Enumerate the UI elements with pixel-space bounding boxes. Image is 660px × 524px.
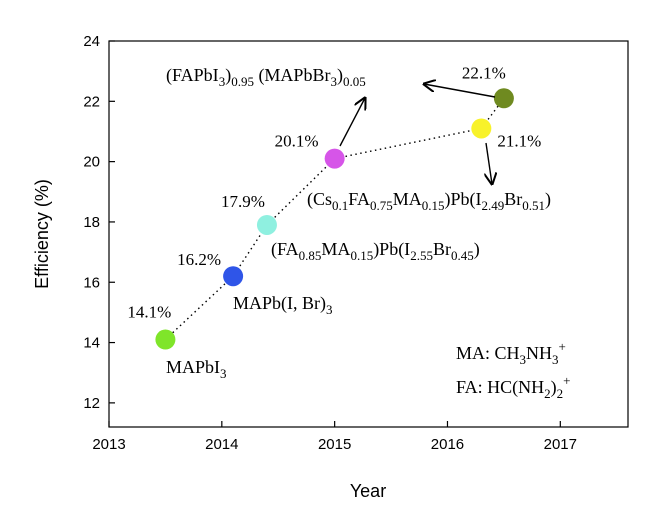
arrow-22-1-to-label [424,84,496,98]
note-ma: MA: CH3NH3+ [456,339,566,367]
note-fa: FA: HC(NH2)2+ [456,373,571,401]
y-tick-label: 16 [83,274,100,291]
data-point [223,266,244,287]
value-label: 22.1% [462,63,506,82]
data-point [155,329,176,350]
value-label: 20.1% [275,132,319,151]
axis-ticks: 2013 2014 2015 2016 2017 12 14 16 18 20 22 24 [83,33,577,453]
data-point [324,148,345,169]
value-label: 21.1% [497,131,541,150]
y-tick-label: 20 [83,154,100,171]
value-label: 16.2% [177,250,221,269]
value-labels: 14.1% 16.2% 17.9% 20.1% 21.1% 22.1% [127,63,541,321]
arrow-to-fapbi3-label [339,98,365,147]
x-axis-title: Year [350,481,386,501]
plot-frame [108,40,629,428]
connector-line [164,97,505,341]
dotted-connector [164,97,505,341]
x-tick-label: 2013 [92,436,125,453]
arrow-21-1-to-label [486,142,492,184]
x-tick-label: 2015 [318,436,351,453]
composition-label-cs-fa-ma-pb: (Cs0.1FA0.75MA0.15)Pb(I2.49Br0.51) [307,189,551,213]
composition-label-fa-ma-pb: (FA0.85MA0.15)Pb(I2.55Br0.45) [271,239,480,263]
x-tick-label: 2014 [205,436,238,453]
x-tick-label: 2017 [544,436,577,453]
data-point [493,88,514,109]
y-tick-label: 14 [83,335,100,352]
data-points [155,88,514,350]
y-tick-label: 22 [83,93,100,110]
composition-label-fapbi3-mapbbr3: (FAPbI3)0.95 (MAPbBr3)0.05 [166,65,366,89]
y-tick-label: 18 [83,214,100,231]
data-point [471,118,492,139]
x-tick-label: 2016 [431,436,464,453]
value-label: 17.9% [221,192,265,211]
composition-label-mapb-i-br: MAPb(I, Br)3 [233,293,333,317]
composition-label-mapbi3: MAPbI3 [166,357,227,381]
y-tick-label: 24 [83,33,100,50]
y-axis-title: Efficiency (%) [32,179,52,289]
data-point [256,214,277,235]
value-label: 14.1% [127,303,171,322]
y-tick-label: 12 [83,395,100,412]
